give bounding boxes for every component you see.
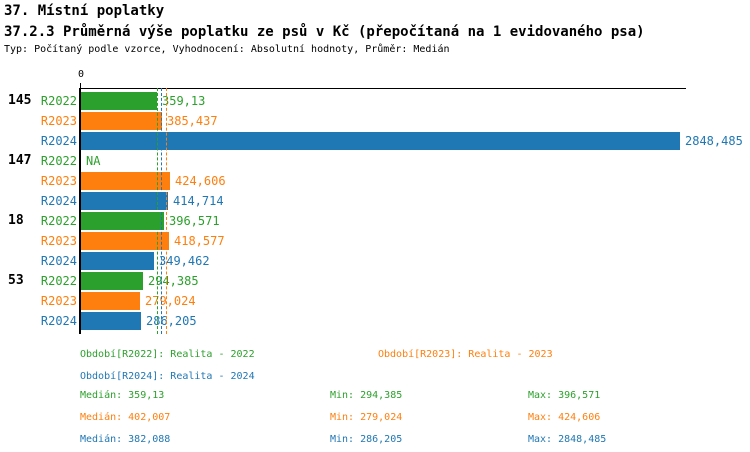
group-label: 53 bbox=[8, 273, 24, 288]
bar-value-label: 359,13 bbox=[162, 94, 206, 108]
legend-item-r2023: Období[R2023]: Realita - 2023 bbox=[378, 349, 553, 360]
bar-value-label: 2848,485 bbox=[685, 134, 743, 148]
group-label: 145 bbox=[8, 93, 32, 108]
stat-median: Medián: 402,007 bbox=[80, 412, 171, 423]
bar-series-label: R2023 bbox=[40, 114, 77, 128]
stat-max: Max: 2848,485 bbox=[528, 434, 607, 445]
bar-r2022 bbox=[81, 212, 164, 230]
bar-r2023 bbox=[81, 112, 162, 130]
bar-r2023 bbox=[81, 172, 170, 190]
median-line-r2023 bbox=[166, 88, 167, 334]
bar-series-label: R2023 bbox=[40, 294, 77, 308]
bar-series-label: R2022 bbox=[40, 214, 77, 228]
stat-max: Max: 396,571 bbox=[528, 390, 601, 401]
bar-series-label: R2024 bbox=[40, 134, 77, 148]
bar-r2024 bbox=[81, 132, 680, 150]
bar-series-label: R2022 bbox=[40, 154, 77, 168]
stat-min: Min: 286,205 bbox=[330, 434, 403, 445]
bar-series-label: R2022 bbox=[40, 94, 77, 108]
stat-median: Medián: 382,088 bbox=[80, 434, 171, 445]
bar-r2022 bbox=[81, 92, 157, 110]
bar-value-label: 294,385 bbox=[148, 274, 199, 288]
bar-value-label: 286,205 bbox=[146, 314, 197, 328]
y-axis-line bbox=[79, 88, 81, 334]
bar-series-label: R2024 bbox=[40, 314, 77, 328]
bar-value-label: 349,462 bbox=[159, 254, 210, 268]
x-axis-line bbox=[79, 88, 686, 89]
chart-title: 37.2.3 Průměrná výše poplatku ze psů v K… bbox=[4, 24, 645, 40]
bar-r2023 bbox=[81, 292, 140, 310]
x-axis-zero-label: 0 bbox=[77, 69, 85, 80]
bar-value-label: 385,437 bbox=[167, 114, 218, 128]
bar-r2022 bbox=[81, 272, 143, 290]
median-line-r2022 bbox=[157, 88, 158, 334]
stat-median: Medián: 359,13 bbox=[80, 390, 165, 401]
bar-r2024 bbox=[81, 192, 168, 210]
report-title: 37. Místní poplatky bbox=[4, 3, 165, 19]
group-label: 18 bbox=[8, 213, 24, 228]
bar-series-label: R2023 bbox=[40, 234, 77, 248]
bar-r2023 bbox=[81, 232, 169, 250]
bar-series-label: R2024 bbox=[40, 194, 77, 208]
bar-value-label: 418,577 bbox=[174, 234, 225, 248]
x-axis-tick bbox=[80, 83, 81, 88]
bar-series-label: R2024 bbox=[40, 254, 77, 268]
bar-r2024 bbox=[81, 312, 141, 330]
legend-item-r2024: Období[R2024]: Realita - 2024 bbox=[80, 371, 255, 382]
stat-min: Min: 294,385 bbox=[330, 390, 403, 401]
bar-series-label: R2023 bbox=[40, 174, 77, 188]
legend-item-r2022: Období[R2022]: Realita - 2022 bbox=[80, 349, 255, 360]
bar-r2024 bbox=[81, 252, 154, 270]
bar-value-label: 424,606 bbox=[175, 174, 226, 188]
bar-value-label: 414,714 bbox=[173, 194, 224, 208]
group-label: 147 bbox=[8, 153, 32, 168]
stat-min: Min: 279,024 bbox=[330, 412, 403, 423]
bar-value-label: 396,571 bbox=[169, 214, 220, 228]
bar-value-label: 279,024 bbox=[145, 294, 196, 308]
stat-max: Max: 424,606 bbox=[528, 412, 601, 423]
median-line-r2024 bbox=[161, 88, 162, 334]
chart-subtitle: Typ: Počítaný podle vzorce, Vyhodnocení:… bbox=[4, 44, 450, 55]
bar-series-label: R2022 bbox=[40, 274, 77, 288]
bar-value-label: NA bbox=[86, 154, 101, 168]
